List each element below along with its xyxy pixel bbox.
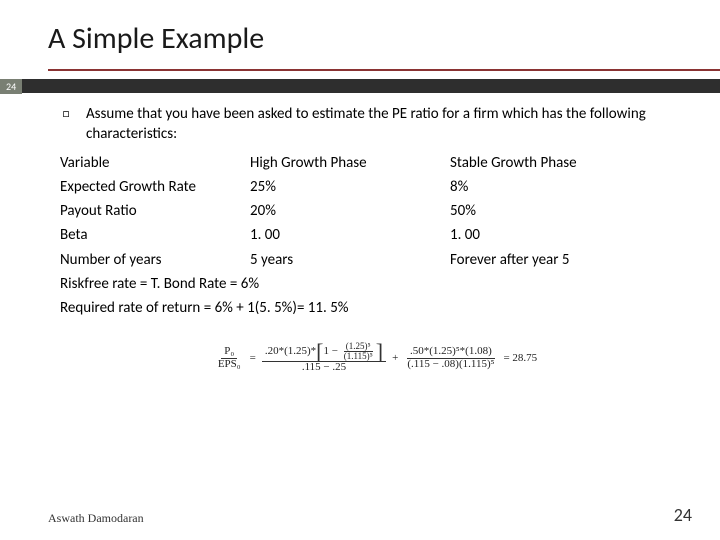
cell-high: 5 years: [250, 250, 450, 270]
term1-fraction: .20*(1.25)*[1 − (1.25)⁵ (1.115)⁵ ] .115 …: [262, 342, 386, 374]
term2-denominator: (.115 − .08)(1.115)⁵: [404, 359, 497, 371]
cell-stable: Forever after year 5: [450, 250, 692, 270]
cell-variable: Beta: [60, 225, 250, 245]
slide-title: A Simple Example: [48, 20, 720, 57]
cell-stable: 8%: [450, 177, 692, 197]
slide-number-badge: 24: [0, 79, 22, 94]
table-row: Number of years 5 years Forever after ye…: [60, 248, 692, 272]
lead-text: Assume that you have been asked to estim…: [86, 104, 692, 145]
term1-inner-den: (1.115)⁵: [342, 352, 375, 361]
title-area: A Simple Example: [0, 0, 720, 65]
result-text: = 28.75: [503, 351, 537, 366]
slide-number-bar: 24: [0, 79, 720, 94]
formula-area: P₀ EPS₀ = .20*(1.25)*[1 − (1.25)⁵ (1.115…: [60, 342, 692, 374]
table-row: Expected Growth Rate 25% 8%: [60, 175, 692, 199]
left-bracket-icon: [: [316, 343, 323, 361]
cell-stable: 1. 00: [450, 225, 692, 245]
one-minus: 1 −: [324, 345, 338, 357]
plus-sign: +: [392, 351, 398, 366]
lhs-numerator: P₀: [221, 346, 237, 359]
lead-bullet-row: □ Assume that you have been asked to est…: [60, 104, 692, 145]
right-bracket-icon: ]: [376, 343, 383, 361]
term2-fraction: .50*(1.25)⁵*(1.08) (.115 − .08)(1.115)⁵: [404, 346, 497, 370]
author-name: Aswath Damodaran: [48, 511, 144, 526]
term1-inner-fraction: (1.25)⁵ (1.115)⁵: [342, 342, 375, 361]
note-line: Required rate of return = 6% + 1(5. 5%)=…: [60, 296, 692, 320]
term1-numerator: .20*(1.25)*[1 − (1.25)⁵ (1.115)⁵ ]: [262, 342, 386, 362]
cell-high: 1. 00: [250, 225, 450, 245]
note-line: Riskfree rate = T. Bond Rate = 6%: [60, 272, 692, 296]
assumptions-table: Variable High Growth Phase Stable Growth…: [60, 151, 692, 321]
cell-high: 25%: [250, 177, 450, 197]
cell-high: 20%: [250, 201, 450, 221]
pe-formula: P₀ EPS₀ = .20*(1.25)*[1 − (1.25)⁵ (1.115…: [215, 342, 537, 374]
cell-variable: Expected Growth Rate: [60, 177, 250, 197]
cell-variable: Payout Ratio: [60, 201, 250, 221]
cell-variable: Number of years: [60, 250, 250, 270]
footer: Aswath Damodaran 24: [48, 504, 692, 526]
cell-stable: 50%: [450, 201, 692, 221]
content-area: □ Assume that you have been asked to est…: [0, 94, 720, 374]
lhs-denominator: EPS₀: [215, 359, 244, 371]
equals-sign: =: [250, 351, 256, 366]
bullet-icon: □: [60, 104, 72, 126]
header-variable: Variable: [60, 153, 250, 173]
table-row: Beta 1. 00 1. 00: [60, 223, 692, 247]
slide-bar-fill: [22, 79, 720, 93]
header-stable-growth: Stable Growth Phase: [450, 153, 692, 173]
table-header-row: Variable High Growth Phase Stable Growth…: [60, 151, 692, 175]
page-number: 24: [674, 504, 692, 526]
term1-denominator: .115 − .25: [299, 362, 349, 374]
lhs-fraction: P₀ EPS₀: [215, 346, 244, 370]
table-row: Payout Ratio 20% 50%: [60, 199, 692, 223]
header-high-growth: High Growth Phase: [250, 153, 450, 173]
title-underline: [48, 69, 720, 71]
term2-numerator: .50*(1.25)⁵*(1.08): [407, 346, 495, 359]
term1-lead: .20*(1.25)*: [265, 345, 316, 357]
